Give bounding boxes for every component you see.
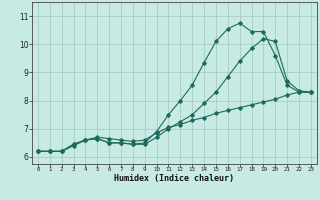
X-axis label: Humidex (Indice chaleur): Humidex (Indice chaleur) xyxy=(115,174,234,183)
